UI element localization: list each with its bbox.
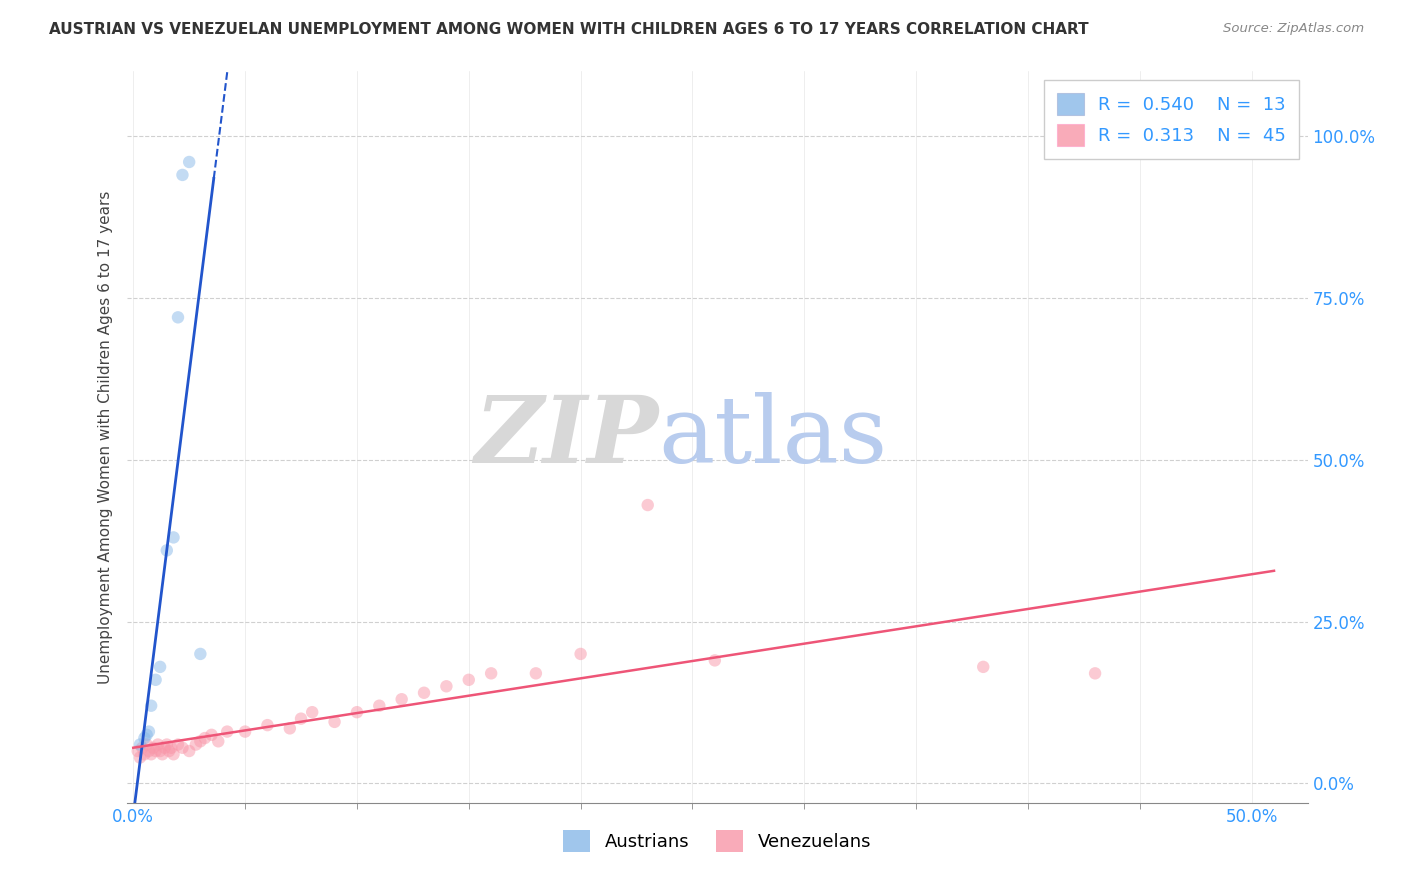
Point — [134, 747, 156, 762]
Point — [172, 740, 194, 755]
Point — [368, 698, 391, 713]
Point — [569, 647, 592, 661]
Point — [153, 740, 176, 755]
Point — [479, 666, 502, 681]
Point — [391, 692, 413, 706]
Point — [135, 738, 157, 752]
Point — [346, 705, 368, 719]
Point — [188, 647, 212, 661]
Point — [703, 653, 725, 667]
Point — [131, 740, 153, 755]
Point — [323, 714, 346, 729]
Point — [233, 724, 256, 739]
Point — [413, 686, 436, 700]
Point — [134, 731, 156, 745]
Point — [179, 155, 201, 169]
Y-axis label: Unemployment Among Women with Children Ages 6 to 17 years: Unemployment Among Women with Children A… — [97, 190, 112, 684]
Point — [278, 722, 301, 736]
Point — [150, 747, 173, 762]
Point — [162, 747, 184, 762]
Point — [207, 734, 229, 748]
Point — [156, 543, 179, 558]
Point — [188, 734, 212, 748]
Point — [194, 731, 217, 745]
Point — [138, 744, 160, 758]
Point — [141, 698, 163, 713]
Point — [149, 744, 172, 758]
Point — [160, 740, 183, 755]
Text: ZIP: ZIP — [474, 392, 658, 482]
Text: AUSTRIAN VS VENEZUELAN UNEMPLOYMENT AMONG WOMEN WITH CHILDREN AGES 6 TO 17 YEARS: AUSTRIAN VS VENEZUELAN UNEMPLOYMENT AMON… — [49, 22, 1088, 37]
Point — [1084, 666, 1107, 681]
Point — [135, 728, 157, 742]
Point — [145, 744, 167, 758]
Point — [156, 738, 179, 752]
Point — [146, 738, 169, 752]
Point — [184, 738, 207, 752]
Point — [167, 738, 190, 752]
Text: Source: ZipAtlas.com: Source: ZipAtlas.com — [1223, 22, 1364, 36]
Point — [172, 168, 194, 182]
Point — [301, 705, 323, 719]
Point — [637, 498, 659, 512]
Point — [127, 744, 149, 758]
Point — [436, 679, 458, 693]
Point — [129, 750, 152, 764]
Point — [217, 724, 239, 739]
Point — [256, 718, 278, 732]
Legend: Austrians, Venezuelans: Austrians, Venezuelans — [555, 823, 879, 860]
Point — [200, 728, 222, 742]
Point — [162, 530, 184, 544]
Point — [290, 712, 312, 726]
Point — [142, 740, 165, 755]
Point — [138, 724, 160, 739]
Point — [179, 744, 201, 758]
Point — [972, 660, 994, 674]
Point — [157, 744, 180, 758]
Point — [141, 747, 163, 762]
Point — [129, 738, 152, 752]
Point — [149, 660, 172, 674]
Point — [145, 673, 167, 687]
Text: atlas: atlas — [658, 392, 887, 482]
Point — [167, 310, 190, 325]
Point — [457, 673, 479, 687]
Point — [524, 666, 547, 681]
